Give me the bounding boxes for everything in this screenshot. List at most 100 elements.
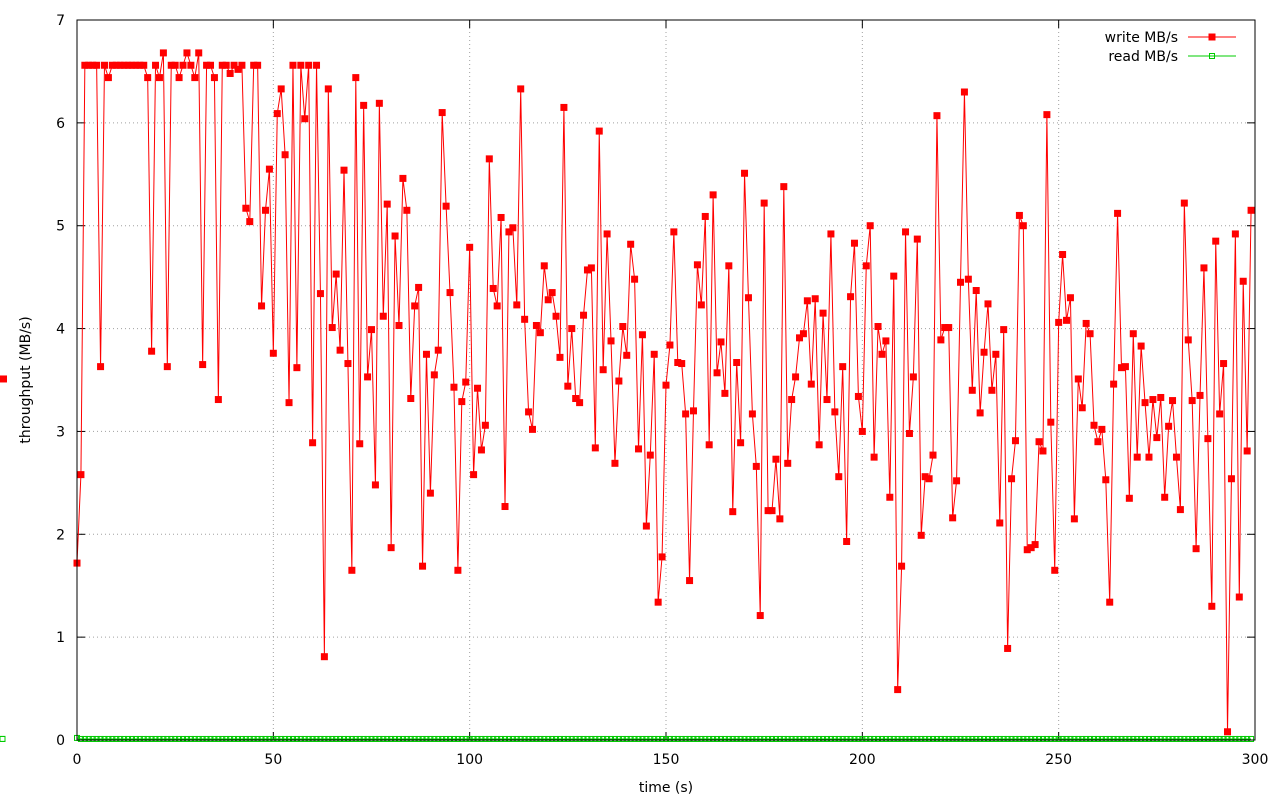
series-read-point	[1240, 735, 1247, 742]
series-read-point	[926, 735, 933, 742]
series-write-point	[218, 61, 226, 69]
series-read-point	[965, 735, 972, 742]
series-read-point	[761, 735, 768, 742]
series-write-point	[568, 325, 576, 333]
series-write-point	[140, 61, 148, 69]
series-read-point	[278, 735, 285, 742]
series-read-point	[1047, 735, 1054, 742]
series-write-point	[949, 514, 957, 522]
series-write-point	[1023, 546, 1031, 554]
series-write-point	[210, 74, 218, 82]
series-write-point	[576, 399, 584, 407]
series-write-point	[764, 507, 772, 515]
series-read-point	[930, 735, 937, 742]
series-write-point	[395, 321, 403, 329]
series-read-point	[105, 735, 112, 742]
series-write-point	[230, 61, 238, 69]
series-write-point	[328, 324, 336, 332]
series-write-point	[580, 311, 588, 319]
series-read-point	[176, 735, 183, 742]
series-write-point	[234, 65, 242, 73]
series-write-point	[285, 399, 293, 407]
series-write-point	[77, 471, 85, 479]
series-write-point	[258, 302, 266, 310]
series-read-point	[1138, 735, 1145, 742]
series-write-point	[697, 301, 705, 309]
series-read-point	[1244, 735, 1251, 742]
series-write-point	[132, 61, 140, 69]
series-read-point	[360, 735, 367, 742]
series-read-point	[372, 735, 379, 742]
series-write-point	[415, 283, 423, 291]
series-read-point	[435, 735, 442, 742]
series-write-point	[450, 383, 458, 391]
series-read-point	[1232, 735, 1239, 742]
series-read-point	[592, 735, 599, 742]
series-write-point	[1000, 326, 1008, 334]
series-write-point	[854, 392, 862, 400]
series-read-point	[1098, 735, 1105, 742]
series-write-point	[1082, 319, 1090, 327]
series-write-point	[658, 553, 666, 561]
series-read-point	[321, 735, 328, 742]
series-read-point	[1216, 735, 1223, 742]
series-write-point	[752, 462, 760, 470]
series-write-point	[320, 653, 328, 661]
series-read-point	[447, 735, 454, 742]
series-write-point	[536, 329, 544, 337]
series-read-point	[1004, 735, 1011, 742]
series-read-point	[725, 735, 732, 742]
series-read-point	[462, 735, 469, 742]
series-read-point	[333, 735, 340, 742]
series-write-point	[97, 363, 105, 371]
series-write-point	[921, 473, 929, 481]
series-read-point	[1134, 735, 1141, 742]
series-read-point	[564, 735, 571, 742]
series-write-point	[937, 336, 945, 344]
series-write-point	[642, 522, 650, 530]
series-read-point	[615, 735, 622, 742]
series-write-point	[1220, 360, 1228, 368]
series-read-point	[823, 735, 830, 742]
series-read-point	[1181, 735, 1188, 742]
series-write-point	[1176, 506, 1184, 514]
series-read-point	[117, 735, 124, 742]
series-read-point	[1094, 735, 1101, 742]
series-read-point	[682, 735, 689, 742]
series-write-point	[513, 301, 521, 309]
series-write-point	[477, 446, 485, 454]
series-read-point	[1149, 735, 1156, 742]
series-write-point	[407, 395, 415, 403]
series-write-point	[682, 410, 690, 418]
series-write-point	[446, 289, 454, 297]
series-write-point	[886, 493, 894, 501]
series-read-point	[180, 735, 187, 742]
series-read-point	[792, 735, 799, 742]
series-write-point	[631, 275, 639, 283]
series-write-point	[305, 61, 313, 69]
series-read-point	[1114, 735, 1121, 742]
series-read-point	[898, 735, 905, 742]
series-write-point	[627, 240, 635, 248]
series-write-point	[599, 366, 607, 374]
series-read-point	[721, 735, 728, 742]
series-read-point	[219, 735, 226, 742]
series-write-point	[159, 49, 167, 57]
series-read-point	[427, 735, 434, 742]
series-write-point	[242, 204, 250, 212]
series-write-point	[847, 293, 855, 301]
series-read-point	[745, 735, 752, 742]
series-read-point	[364, 735, 371, 742]
series-write-point	[175, 74, 183, 82]
series-write-point	[1015, 211, 1023, 219]
series-read-point	[1024, 735, 1031, 742]
series-read-point	[765, 735, 772, 742]
series-read-point	[301, 735, 308, 742]
series-read-point	[1039, 735, 1046, 742]
series-write-point	[309, 439, 317, 447]
series-write-point	[89, 61, 97, 69]
series-write-point	[1227, 475, 1235, 483]
series-read-point	[800, 735, 807, 742]
series-read-point	[706, 735, 713, 742]
series-write-point	[167, 61, 175, 69]
